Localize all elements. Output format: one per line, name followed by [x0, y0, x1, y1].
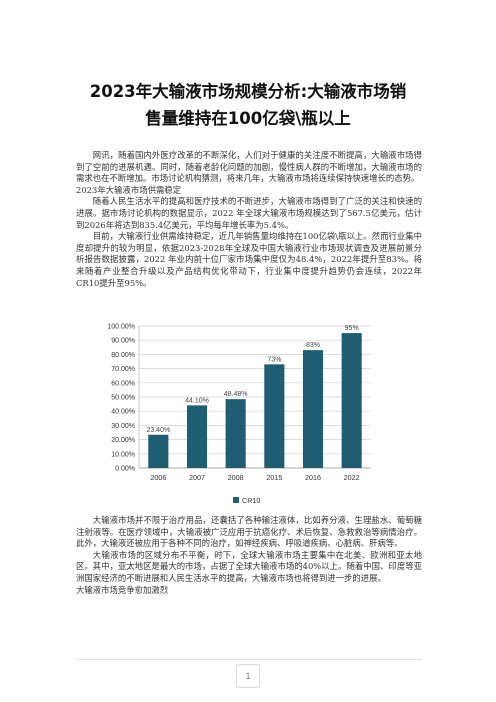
- bar-2016: [302, 350, 324, 468]
- legend-label: CR10: [242, 496, 260, 505]
- x-tick-label-2016: 2016: [305, 473, 321, 482]
- chart-bars: [148, 333, 362, 468]
- legend-swatch: [233, 497, 239, 503]
- article-body: 网讯，随着国内外医疗改革的不断深化，人们对于健康的关注度不断提高，大输液市场得到…: [76, 150, 422, 289]
- y-tick-label: 80.00%: [111, 352, 135, 359]
- section-heading-competition: 大输液市场竞争愈加激烈: [76, 584, 169, 595]
- section-heading-supply: 2023年大输液市场供需稳定: [76, 184, 182, 195]
- footer-divider: [76, 659, 422, 660]
- bar-2008: [225, 399, 246, 468]
- chart-legend: CR10: [233, 496, 260, 505]
- y-tick-label: 0.00%: [115, 466, 135, 473]
- y-tick-label: 70.00%: [111, 366, 135, 373]
- y-tick-label: 20.00%: [111, 437, 135, 444]
- chart-data-labels: 23.40% 44.10% 48.48% 73% 83% 95%: [146, 325, 358, 434]
- paragraph-market-size: 随着人民生活水平的提高和医疗技术的不断进步，大输液市场得到了广泛的关注和快速的进…: [76, 196, 422, 230]
- y-tick-label: 60.00%: [111, 380, 135, 387]
- x-tick-label-2008: 2008: [228, 473, 244, 482]
- data-label-2015: 73%: [267, 356, 281, 363]
- y-tick-label: 90.00%: [111, 338, 135, 345]
- data-label-2007: 44.10%: [185, 397, 209, 404]
- chart-x-axis: 2006 2007 2008 2015 2016 2022: [150, 473, 359, 482]
- y-tick-label: 40.00%: [111, 409, 135, 416]
- data-label-2006: 23.40%: [146, 427, 170, 434]
- paragraph-regional: 大输液市场的区域分布不平衡，时下，全球大输液市场主要集中在北美、欧洲和亚太地区。…: [76, 549, 422, 583]
- paragraph-applications: 大输液市场并不限于治疗用品，还囊括了各种输注液体，比如养分液、生理盐水、葡萄糖注…: [76, 515, 422, 549]
- x-tick-label-2007: 2007: [189, 473, 205, 482]
- paragraph-intro: 网讯，随着国内外医疗改革的不断深化，人们对于健康的关注度不断提高，大输液市场得到…: [76, 150, 422, 184]
- bar-2007: [186, 405, 208, 468]
- bar-2022: [341, 333, 362, 468]
- y-tick-label: 30.00%: [111, 423, 135, 430]
- x-tick-label-2015: 2015: [266, 473, 282, 482]
- y-tick-label: 100.00%: [107, 324, 135, 331]
- x-tick-label-2022: 2022: [344, 473, 360, 482]
- bar-2015: [264, 364, 285, 468]
- y-tick-label: 50.00%: [111, 395, 135, 402]
- article-body-continued: 大输液市场并不限于治疗用品，还囊括了各种输注液体，比如养分液、生理盐水、葡萄糖注…: [76, 515, 422, 596]
- page-number: 1: [236, 664, 260, 688]
- cr10-bar-chart: 100.00% 90.00% 80.00% 70.00% 60.00% 50.00% 40.…: [107, 324, 371, 505]
- x-tick-label-2006: 2006: [150, 473, 166, 482]
- data-label-2008: 48.48%: [224, 391, 248, 398]
- data-label-2016: 83%: [306, 342, 320, 349]
- document-title: 2023年大输液市场规模分析:大输液市场销 售量维持在100亿袋\瓶以上: [70, 78, 426, 132]
- y-tick-label: 10.00%: [111, 451, 135, 458]
- title-line-2: 售量维持在100亿袋\瓶以上: [145, 109, 351, 128]
- chart-grid: [138, 325, 371, 469]
- chart-y-axis: 100.00% 90.00% 80.00% 70.00% 60.00% 50.00% 40.…: [107, 324, 135, 473]
- title-line-1: 2023年大输液市场规模分析:大输液市场销: [89, 82, 407, 101]
- data-label-2022: 95%: [345, 325, 359, 332]
- bar-2006: [148, 434, 169, 468]
- paragraph-concentration: 目前，大输液行业供需维持稳定，近几年销售量均维持在100亿袋\瓶以上。然而行业集…: [76, 231, 422, 288]
